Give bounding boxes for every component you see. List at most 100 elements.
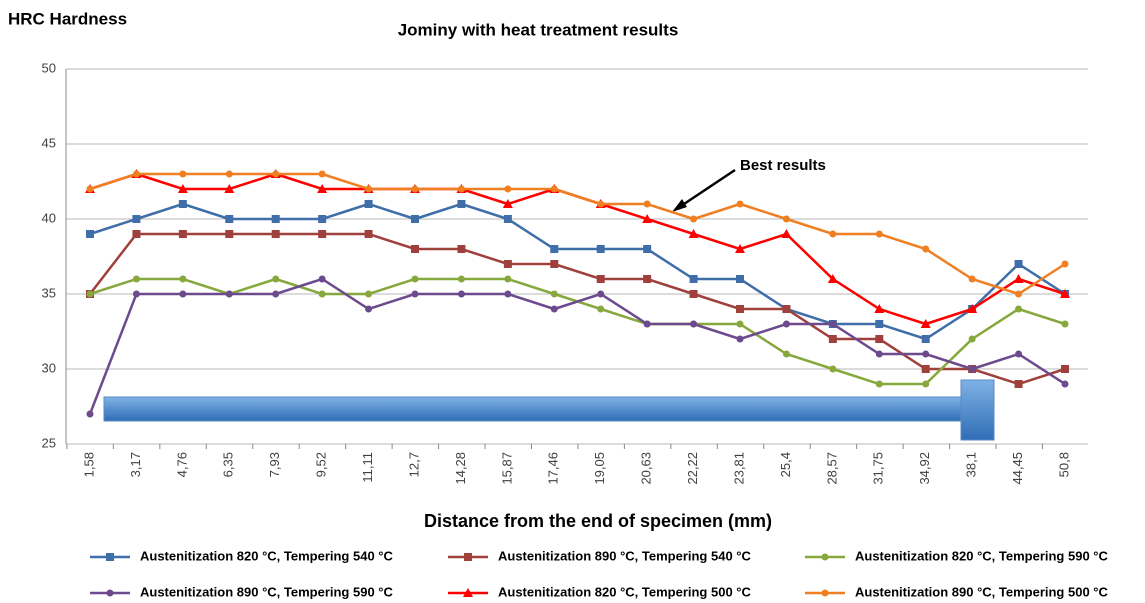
y-tick-label: 30 xyxy=(42,360,56,375)
marker xyxy=(1061,380,1069,388)
marker xyxy=(968,365,976,373)
marker xyxy=(821,553,829,561)
x-axis-label: Distance from the end of specimen (mm) xyxy=(424,511,772,531)
marker xyxy=(365,185,373,193)
marker xyxy=(503,215,512,223)
x-tick-label: 25,4 xyxy=(778,452,793,477)
marker xyxy=(463,588,473,597)
legend-label: Austenitization 820 °C, Tempering 500 °C xyxy=(498,584,751,599)
marker xyxy=(829,230,837,238)
marker xyxy=(688,229,699,238)
marker xyxy=(504,185,512,193)
marker xyxy=(503,260,512,268)
marker xyxy=(272,275,280,283)
x-tick-label: 3,17 xyxy=(128,452,143,477)
marker xyxy=(1060,289,1070,298)
marker xyxy=(457,200,466,208)
marker xyxy=(364,200,373,208)
legend-label: Austenitization 890 °C, Tempering 590 °C xyxy=(140,584,393,599)
marker xyxy=(690,320,698,328)
marker xyxy=(132,290,140,298)
marker xyxy=(272,170,280,178)
marker xyxy=(271,215,280,223)
marker xyxy=(365,305,373,313)
x-tick-label: 14,28 xyxy=(453,452,468,485)
x-tick-label: 12,7 xyxy=(406,452,421,477)
marker xyxy=(597,305,605,313)
marker xyxy=(132,170,140,178)
marker xyxy=(179,290,187,298)
x-tick-label: 7,93 xyxy=(267,452,282,477)
marker xyxy=(225,170,233,178)
x-tick-label: 6,35 xyxy=(221,452,236,477)
marker xyxy=(464,553,472,561)
marker xyxy=(782,215,790,223)
marker xyxy=(1015,350,1023,358)
marker xyxy=(781,229,792,238)
y-axis-label: HRC Hardness xyxy=(8,9,127,28)
marker xyxy=(597,290,605,298)
x-tick-label: 4,76 xyxy=(174,452,189,477)
marker xyxy=(272,290,280,298)
marker xyxy=(550,290,558,298)
marker xyxy=(874,304,885,313)
marker xyxy=(829,365,837,373)
marker xyxy=(596,275,605,283)
x-tick-label: 23,81 xyxy=(731,452,746,485)
marker xyxy=(643,275,652,283)
marker xyxy=(642,214,653,223)
marker xyxy=(782,350,790,358)
marker xyxy=(225,215,234,223)
marker xyxy=(411,275,419,283)
legend-label: Austenitization 890 °C, Tempering 500 °C xyxy=(855,584,1108,599)
marker xyxy=(690,215,698,223)
marker xyxy=(317,184,328,193)
marker xyxy=(736,275,744,283)
marker xyxy=(597,200,605,208)
marker xyxy=(967,304,978,313)
series-line xyxy=(89,172,1066,296)
y-tick-label: 45 xyxy=(42,135,56,150)
marker xyxy=(132,230,141,238)
marker xyxy=(178,230,187,238)
marker xyxy=(225,290,233,298)
x-tick-label: 31,75 xyxy=(871,452,886,485)
marker xyxy=(736,320,744,328)
marker xyxy=(86,185,94,193)
marker xyxy=(689,275,698,283)
marker xyxy=(643,245,652,253)
marker xyxy=(921,365,930,373)
marker xyxy=(318,275,326,283)
marker xyxy=(179,170,187,178)
decorative-bar-end xyxy=(960,379,995,441)
marker xyxy=(457,290,465,298)
marker xyxy=(457,245,466,253)
marker xyxy=(504,290,512,298)
marker xyxy=(550,185,558,193)
marker xyxy=(735,244,745,253)
marker xyxy=(457,275,465,283)
marker xyxy=(1015,290,1023,298)
x-tick-label: 20,63 xyxy=(639,452,654,485)
marker xyxy=(365,290,373,298)
marker xyxy=(132,275,140,283)
x-tick-label: 50,8 xyxy=(1056,452,1071,477)
marker xyxy=(920,319,931,328)
x-tick-label: 22,22 xyxy=(685,452,700,485)
marker xyxy=(736,335,744,343)
marker xyxy=(318,230,327,238)
marker xyxy=(1015,305,1023,313)
x-tick-label: 34,92 xyxy=(917,452,932,485)
marker xyxy=(875,335,884,343)
marker xyxy=(457,185,465,193)
marker xyxy=(1061,260,1069,268)
marker xyxy=(271,230,280,238)
marker xyxy=(86,230,94,238)
marker xyxy=(550,260,559,268)
marker xyxy=(364,230,373,238)
marker xyxy=(736,305,744,313)
legend-label: Austenitization 820 °C, Tempering 540 °C xyxy=(140,548,393,563)
marker xyxy=(1014,260,1023,268)
marker xyxy=(178,200,187,208)
